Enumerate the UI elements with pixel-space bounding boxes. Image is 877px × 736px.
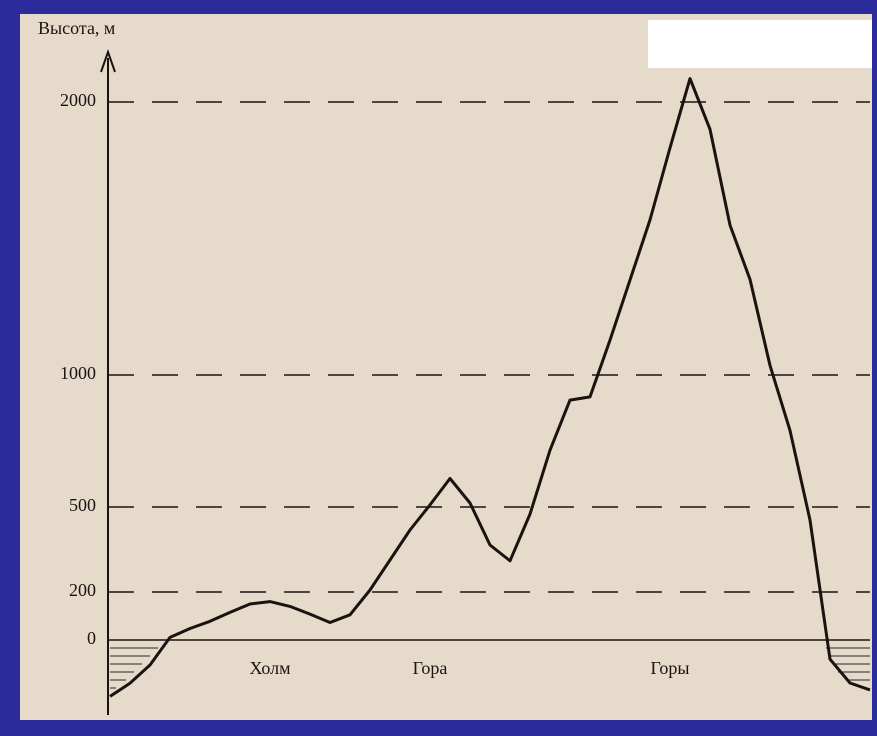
hatching — [110, 647, 870, 689]
y-tick-label: 2000 — [60, 90, 96, 110]
profile-line — [109, 77, 871, 698]
white-patch — [648, 20, 872, 68]
feature-label: Холм — [249, 658, 290, 678]
y-tick-label: 1000 — [60, 363, 96, 383]
feature-label: Горы — [651, 658, 690, 678]
axis-title: Высота, м — [38, 18, 115, 38]
y-tick-label: 500 — [69, 495, 96, 515]
feature-label: Гора — [413, 658, 448, 678]
paper — [20, 14, 872, 720]
y-axis-arrow — [100, 48, 116, 73]
y-tick-label: 200 — [69, 580, 96, 600]
y-tick-label: 0 — [87, 628, 96, 648]
